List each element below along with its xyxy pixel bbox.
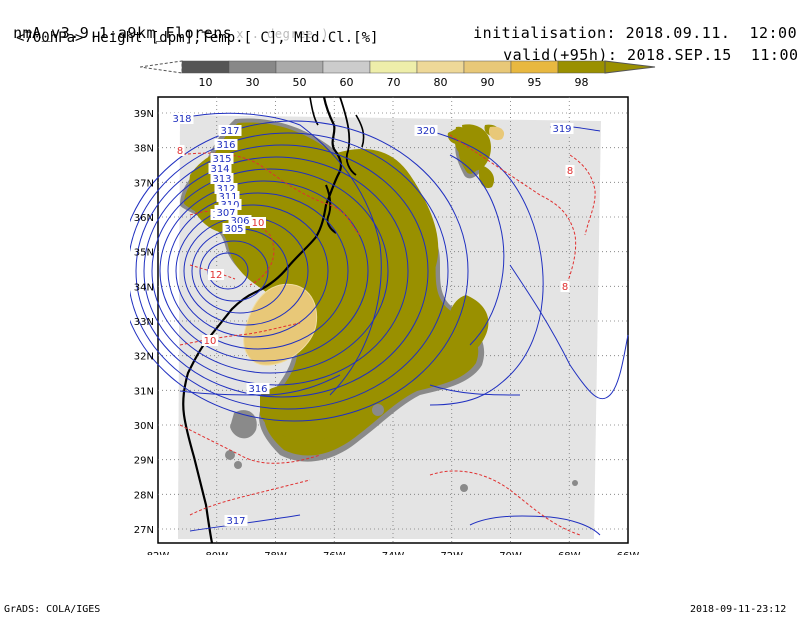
height-contour-ring bbox=[130, 120, 469, 422]
height-contour-label: 306 bbox=[230, 216, 249, 227]
valid-line: valid(+95h): 2018.SEP.15 11:00 UTC bbox=[484, 28, 800, 64]
init-label: initialisation: bbox=[473, 24, 617, 42]
variables-label: <700hPa> Height [dpm],Temp.[ C], Mid.Cl.… bbox=[16, 30, 379, 46]
lon-label: 74W bbox=[382, 551, 405, 555]
colorbar-segment bbox=[510, 60, 559, 74]
height-contour-label: 317 bbox=[220, 126, 239, 137]
map-plot: 3183173163153143133123113103093083073063… bbox=[130, 96, 640, 555]
height-contour-ring bbox=[151, 168, 389, 374]
height-contour-label: 315 bbox=[212, 154, 231, 165]
lat-label: 39N bbox=[134, 109, 154, 120]
lat-label: 30N bbox=[134, 421, 154, 432]
lat-label: 36N bbox=[134, 213, 154, 224]
east-clouds bbox=[454, 124, 495, 189]
lat-label: 33N bbox=[134, 317, 154, 328]
colorbar-tick-label: 60 bbox=[340, 76, 354, 89]
colorbar-tick-label: 95 bbox=[528, 76, 542, 89]
temp-line-10-south bbox=[429, 470, 581, 536]
colorbar-segment bbox=[369, 60, 418, 74]
lat-label: 38N bbox=[134, 144, 154, 155]
lat-label: 29N bbox=[134, 456, 154, 467]
colorbar-segment bbox=[228, 60, 277, 74]
lon-label: 72W bbox=[440, 551, 463, 555]
lat-label: 32N bbox=[134, 352, 154, 363]
lat-label: 34N bbox=[134, 282, 154, 293]
colorbar-tick-label: 98 bbox=[575, 76, 589, 89]
height-contour-ring bbox=[143, 156, 409, 386]
colorbar-tick-label: 80 bbox=[434, 76, 448, 89]
lat-label: 27N bbox=[134, 525, 154, 536]
height-contour-label: 319 bbox=[552, 124, 571, 135]
height-contour-label: 313 bbox=[212, 174, 231, 185]
lat-label: 31N bbox=[134, 386, 154, 397]
colorbar-tick-label: 30 bbox=[246, 76, 260, 89]
cloud-atlantic-east bbox=[447, 295, 489, 352]
lat-label: 28N bbox=[134, 490, 154, 501]
footer-left: GrADS: COLA/IGES bbox=[4, 604, 101, 615]
coastline bbox=[182, 96, 343, 544]
colorbar-tick-label: 50 bbox=[293, 76, 307, 89]
temp-line-10c bbox=[179, 424, 321, 464]
lat-label: 37N bbox=[134, 178, 154, 189]
footer-right: 2018-09-11-23:12 bbox=[690, 604, 787, 615]
height-contour-ring bbox=[167, 192, 349, 350]
colorbar-segment bbox=[322, 60, 371, 74]
init-line: initialisation: 2018.09.11. 12:00 UTC bbox=[454, 6, 800, 42]
colorbar-segment bbox=[557, 60, 606, 74]
cloud-field bbox=[180, 118, 578, 492]
colorbar-segment bbox=[463, 60, 512, 74]
lon-label: 76W bbox=[323, 551, 346, 555]
height-contour-ring bbox=[130, 132, 449, 410]
temp-contour-label: 12 bbox=[210, 270, 223, 281]
temp-contour-label: 10 bbox=[204, 336, 217, 347]
valid-time: 2018.SEP.15 11:00 UTC bbox=[626, 46, 799, 64]
height-contour-ring bbox=[199, 240, 269, 302]
height-contour-label: 320 bbox=[416, 126, 435, 137]
temp-line-8-east bbox=[449, 134, 577, 291]
cloud-south-band bbox=[260, 383, 341, 442]
lon-label: 68W bbox=[558, 551, 581, 555]
height-contour-label: 318 bbox=[172, 114, 191, 125]
lon-label: 80W bbox=[205, 551, 228, 555]
height-contour-label: 311 bbox=[218, 192, 237, 203]
height-contour-label: 305 bbox=[224, 224, 243, 235]
height-contour-label: 316 bbox=[216, 140, 235, 151]
temp-contour-label: 8 bbox=[177, 146, 183, 157]
height-contour-label: 314 bbox=[210, 164, 229, 175]
colorbar-segment bbox=[416, 60, 465, 74]
colorbar-segment bbox=[275, 60, 324, 74]
height-contour-label: 307 bbox=[216, 208, 235, 219]
model-title-suffix: x . degree ) bbox=[236, 27, 329, 41]
colorbar-tick-label: 70 bbox=[387, 76, 401, 89]
lon-label: 78W bbox=[264, 551, 287, 555]
lon-label: 66W bbox=[617, 551, 640, 555]
temp-line-10b bbox=[179, 322, 301, 346]
cloud-yellow bbox=[243, 283, 318, 366]
model-title: nmA_v3.9.1-a9km_Florens x . degree ) bbox=[0, 6, 329, 42]
height-contour-ring bbox=[175, 204, 329, 338]
lat-label: 35N bbox=[134, 248, 154, 259]
temp-contour-label: 10 bbox=[252, 218, 265, 229]
colorbar-tick-label: 90 bbox=[481, 76, 495, 89]
height-contour-label: 316 bbox=[248, 384, 267, 395]
colorbar: 10 30 50 60 70 80 90 95 98 bbox=[140, 60, 656, 89]
colorbar-tick-label: 10 bbox=[199, 76, 213, 89]
height-contour-label: 317 bbox=[226, 516, 245, 527]
height-contour-ring bbox=[159, 180, 369, 362]
lon-label: 82W bbox=[147, 551, 170, 555]
height-contour-label: 312 bbox=[216, 184, 235, 195]
height-contour-ring bbox=[135, 144, 429, 398]
cloud-arm bbox=[322, 149, 439, 331]
lon-label: 70W bbox=[499, 551, 522, 555]
init-time: 2018.09.11. 12:00 UTC bbox=[625, 24, 798, 42]
colorbar-segment bbox=[181, 60, 230, 74]
temp-contour-label: 8 bbox=[562, 282, 568, 293]
model-title-text: nmA_v3.9.1-a9km_Florens bbox=[13, 24, 233, 42]
temp-contour-label: 8 bbox=[567, 166, 573, 177]
valid-label: valid(+95h): bbox=[503, 46, 618, 64]
